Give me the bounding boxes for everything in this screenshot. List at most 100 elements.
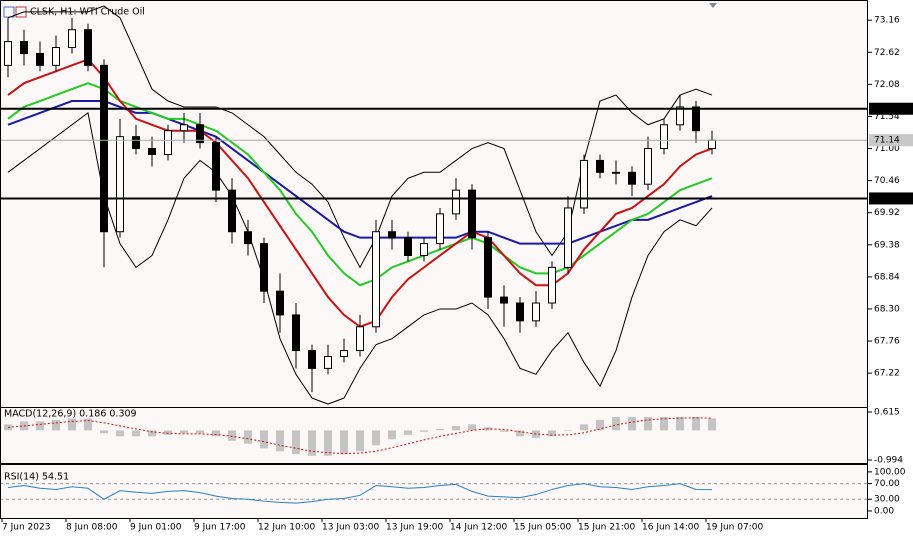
current-price-label: 71.14 [874,136,900,146]
macd-bar [388,430,396,440]
macd-bar [628,416,636,431]
macd-bar [548,430,556,437]
macd-bar [164,430,172,435]
y-tick-label: 0.00 [874,506,894,516]
y-tick-label: 72.62 [874,48,900,58]
macd-bar [340,430,348,455]
macd-bar [580,424,588,431]
current-price-box [869,134,913,147]
candle-body [612,171,620,174]
x-tick-label: 9 Jun 01:00 [130,523,182,533]
macd-bar [244,430,252,444]
y-tick-label: -0.994 [874,456,903,466]
candle-body [548,266,556,304]
x-tick-label: 7 Jun 2023 [2,523,50,533]
macd-bar [660,416,668,431]
rsi-title: RSI(14) 54.51 [4,472,69,483]
macd-bar [260,430,268,449]
candle-body [292,314,300,352]
y-tick-label: 73.16 [874,16,900,26]
macd-bar [228,430,236,441]
macd-bar [292,430,300,455]
candle-body [116,136,124,233]
candle-body [644,148,652,185]
candle-body [180,124,188,132]
y-tick-label: 30.00 [874,495,900,505]
macd-bar [596,419,604,431]
candle-body [516,302,524,322]
candle-body [52,47,60,66]
candle-body [436,213,444,245]
y-tick-label: 71.54 [874,112,900,122]
candle-body [420,243,428,256]
candle-body [356,326,364,352]
level-box [869,192,913,205]
level-label: 71.67 [874,104,900,114]
y-tick-label: 71.00 [874,144,900,154]
macd-bar [212,430,220,437]
macd-bar [100,430,108,434]
x-tick-label: 8 Jun 08:00 [66,523,118,533]
candle-body [596,159,604,173]
y-tick-label: 67.22 [874,369,900,379]
macd-bar [420,430,428,432]
macd-bar [452,425,460,431]
panel-frame [0,464,868,519]
candle-body [372,231,380,328]
x-tick-label: 15 Jun 05:00 [514,523,571,533]
y-tick-label: 67.76 [874,337,900,347]
candle-body [692,106,700,132]
macd-bar [308,430,316,456]
level-box [869,102,913,115]
x-tick-label: 15 Jun 21:00 [578,523,635,533]
macd-signal [7,417,713,455]
candle-body [36,52,44,66]
candle-body [4,41,12,66]
candle-body [404,237,412,256]
panel-frame [0,407,868,464]
macd-bar [68,418,76,431]
candle-body [100,64,108,233]
macd-bar [676,416,684,431]
y-tick-label: 68.84 [874,272,900,282]
candle-body [20,41,28,54]
candle-body [660,124,668,150]
candle-body [324,355,332,369]
candle-body [500,296,508,304]
candle-body [148,148,156,155]
candle-body [484,237,492,298]
x-tick-label: 16 Jun 14:00 [642,523,699,533]
macd-bar [180,430,188,434]
candle-body [84,29,92,66]
indicator-line [7,112,713,405]
candle-body [68,29,76,49]
macd-bar [708,418,716,431]
macd-bar [84,418,92,431]
macd-bar [564,430,572,431]
x-tick-label: 14 Jun 12:00 [450,523,507,533]
macd-bar [404,430,412,435]
candle-body [532,302,540,322]
y-tick-label: 70.00 [874,479,900,489]
macd-bar [132,430,140,437]
candle-body [260,243,268,292]
x-tick-label: 13 Jun 03:00 [322,523,379,533]
y-tick-label: 70.46 [874,176,900,186]
macd-bar [516,430,524,437]
shift-marker [709,3,717,8]
candle-body [468,189,476,239]
candle-body [580,159,588,209]
y-tick-label: 69.38 [874,240,900,250]
y-tick-label: 68.30 [874,304,900,314]
indicator-line [7,82,713,287]
macd-title: MACD(12,26,9) 0.186 0.309 [4,409,137,420]
macd-bar [372,430,380,446]
candle-body [676,106,684,126]
candle-body [212,142,220,191]
macd-bar [612,416,620,431]
candle-body [340,350,348,357]
rsi-line [7,483,713,504]
y-tick-label: 100.00 [874,467,906,477]
macd-bar [356,430,364,452]
macd-bar [116,430,124,437]
